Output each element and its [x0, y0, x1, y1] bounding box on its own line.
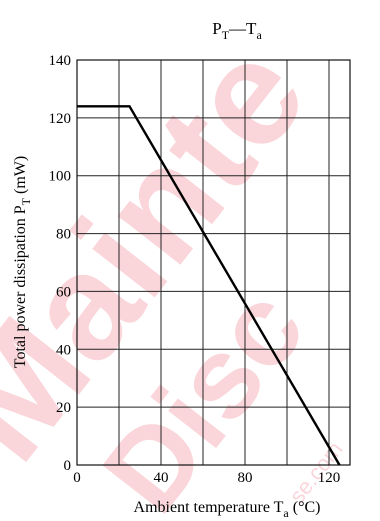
y-tick-label: 80 — [56, 227, 71, 243]
x-tick-label: 120 — [318, 470, 341, 486]
plot-frame — [76, 59, 351, 466]
y-axis-label: Total power dissipation PT (mW) — [12, 156, 33, 368]
watermark: Mainte Disc se.com — [0, 12, 348, 521]
derating-curve — [77, 105, 341, 466]
x-axis-ticks: 0 40 80 120 — [73, 470, 340, 486]
chart-title: PT—Ta — [212, 19, 262, 42]
x-tick-label: 80 — [238, 470, 253, 486]
y-tick-label: 100 — [49, 169, 72, 185]
y-tick-label: 40 — [56, 342, 71, 358]
x-tick-label: 0 — [73, 470, 81, 486]
y-tick-label: 140 — [49, 53, 72, 69]
y-tick-label: 120 — [49, 111, 72, 127]
y-tick-label: 0 — [64, 458, 72, 474]
series-group — [77, 105, 341, 466]
y-tick-label: 60 — [56, 284, 71, 300]
x-axis-label: Ambient temperature Ta (°C) — [134, 499, 321, 520]
y-tick-label: 20 — [56, 400, 71, 416]
x-tick-label: 40 — [154, 470, 169, 486]
y-axis-ticks: 0 20 40 60 80 100 120 140 — [49, 53, 72, 474]
